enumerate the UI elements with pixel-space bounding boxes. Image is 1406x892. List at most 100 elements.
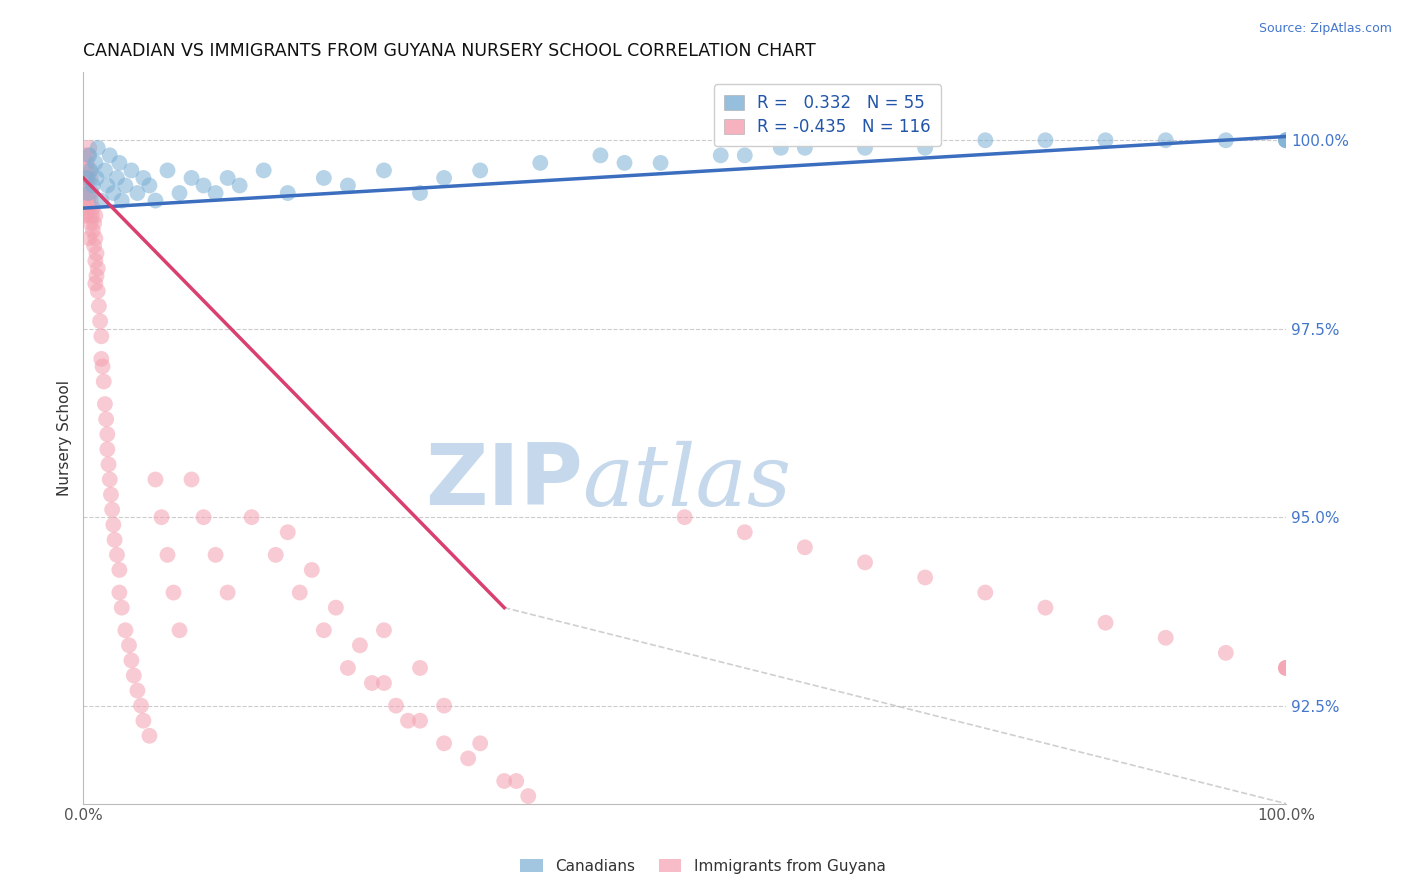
Text: CANADIAN VS IMMIGRANTS FROM GUYANA NURSERY SCHOOL CORRELATION CHART: CANADIAN VS IMMIGRANTS FROM GUYANA NURSE…: [83, 42, 815, 60]
Point: [710, 148, 733, 162]
Point: [108, 585, 131, 599]
Point: [853, 555, 876, 569]
Point: [73, 148, 96, 162]
Point: [409, 661, 432, 675]
Point: [145, 194, 167, 208]
Point: [127, 683, 149, 698]
Point: [180, 171, 202, 186]
Point: [91, 359, 114, 374]
Point: [118, 638, 141, 652]
Point: [1035, 133, 1057, 147]
Point: [105, 548, 128, 562]
Point: [470, 736, 492, 750]
Point: [138, 178, 160, 193]
Point: [277, 186, 299, 200]
Text: Source: ZipAtlas.com: Source: ZipAtlas.com: [1258, 22, 1392, 36]
Point: [84, 277, 107, 291]
Point: [80, 186, 103, 200]
Point: [793, 141, 815, 155]
Point: [100, 487, 122, 501]
Point: [79, 209, 101, 223]
Point: [396, 714, 419, 728]
Point: [433, 736, 456, 750]
Point: [312, 171, 335, 186]
Point: [578, 812, 600, 826]
Point: [83, 239, 105, 253]
Point: [1215, 646, 1237, 660]
Point: [974, 133, 997, 147]
Point: [650, 156, 672, 170]
Point: [204, 548, 226, 562]
Point: [529, 156, 551, 170]
Point: [87, 284, 110, 298]
Legend: Canadians, Immigrants from Guyana: Canadians, Immigrants from Guyana: [515, 853, 891, 880]
Point: [1275, 133, 1298, 147]
Point: [150, 510, 173, 524]
Point: [156, 163, 179, 178]
Point: [553, 812, 575, 826]
Point: [111, 600, 134, 615]
Point: [101, 502, 124, 516]
Point: [82, 178, 104, 193]
Point: [87, 299, 110, 313]
Point: [361, 676, 384, 690]
Point: [103, 533, 125, 547]
Point: [84, 253, 107, 268]
Text: atlas: atlas: [582, 441, 792, 524]
Point: [93, 375, 115, 389]
Point: [217, 171, 239, 186]
Point: [79, 171, 101, 186]
Point: [180, 473, 202, 487]
Point: [94, 397, 117, 411]
Point: [1215, 133, 1237, 147]
Point: [602, 812, 624, 826]
Point: [94, 412, 117, 426]
Point: [82, 201, 104, 215]
Point: [82, 224, 104, 238]
Point: [673, 510, 696, 524]
Point: [86, 268, 108, 283]
Point: [114, 624, 136, 638]
Point: [77, 194, 100, 208]
Point: [75, 163, 97, 178]
Point: [204, 186, 226, 200]
Point: [129, 698, 152, 713]
Point: [240, 510, 263, 524]
Point: [84, 156, 107, 170]
Point: [193, 510, 215, 524]
Point: [1035, 600, 1057, 615]
Point: [253, 163, 276, 178]
Point: [626, 812, 648, 826]
Point: [132, 171, 155, 186]
Legend: R =   0.332   N = 55, R = -0.435   N = 116: R = 0.332 N = 55, R = -0.435 N = 116: [714, 85, 941, 146]
Point: [336, 178, 359, 193]
Point: [87, 261, 110, 276]
Point: [90, 194, 112, 208]
Point: [1154, 631, 1177, 645]
Point: [77, 148, 100, 162]
Point: [169, 624, 191, 638]
Point: [156, 548, 179, 562]
Point: [673, 812, 696, 826]
Point: [793, 541, 815, 555]
Point: [127, 186, 149, 200]
Point: [120, 163, 142, 178]
Point: [80, 209, 103, 223]
Point: [75, 209, 97, 223]
Point: [1275, 133, 1298, 147]
Point: [132, 714, 155, 728]
Point: [433, 698, 456, 713]
Point: [457, 751, 479, 765]
Point: [349, 638, 371, 652]
Point: [84, 209, 107, 223]
Point: [108, 563, 131, 577]
Y-axis label: Nursery School: Nursery School: [58, 380, 72, 496]
Point: [77, 171, 100, 186]
Point: [264, 548, 287, 562]
Point: [73, 171, 96, 186]
Point: [517, 789, 540, 803]
Point: [470, 163, 492, 178]
Point: [1094, 615, 1116, 630]
Point: [73, 194, 96, 208]
Point: [325, 600, 347, 615]
